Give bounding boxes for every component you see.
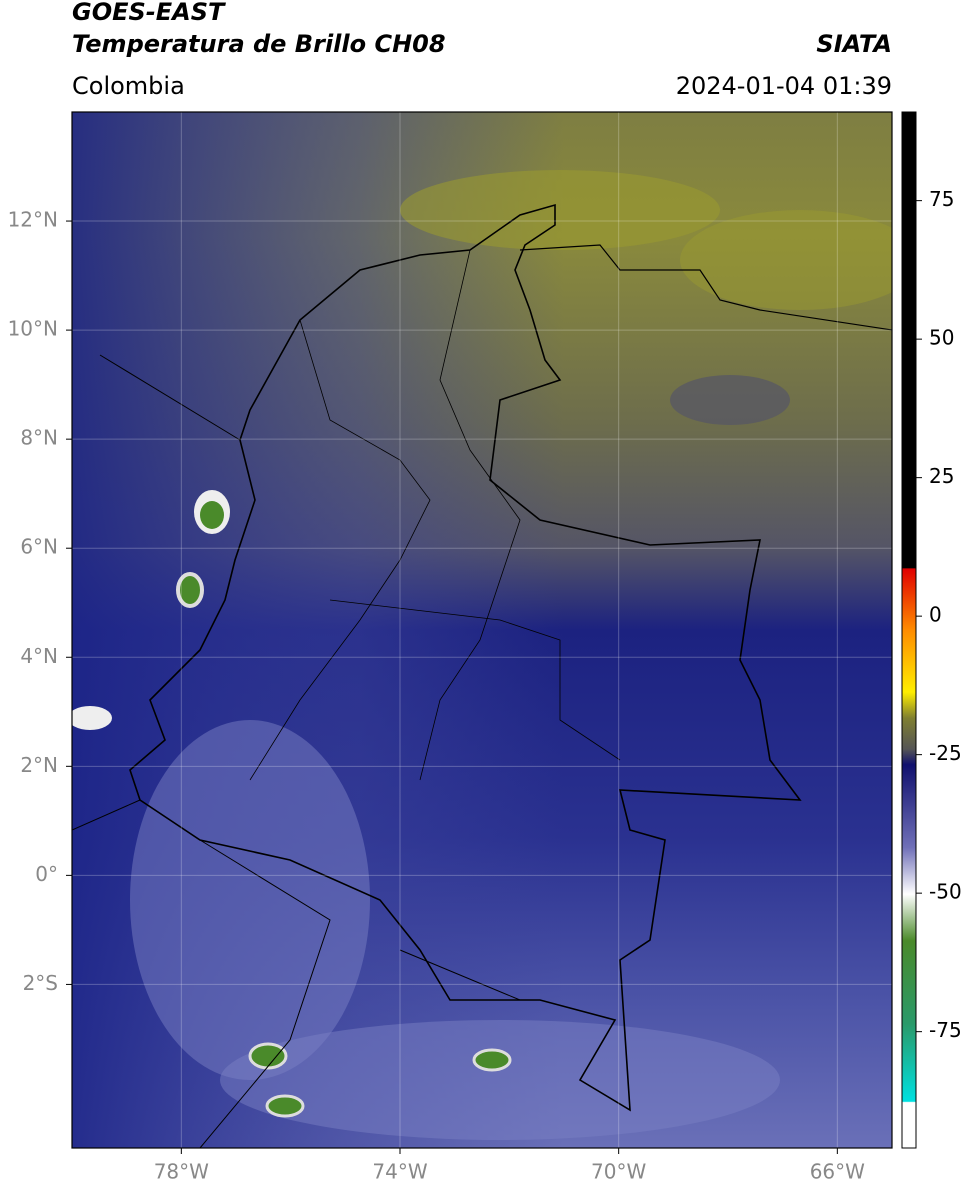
colorbar-tick-label: 50	[929, 326, 954, 350]
region: Colombia	[72, 72, 185, 100]
y-tick-label: 10°N	[8, 317, 58, 341]
x-tick-label: 74°W	[372, 1160, 427, 1184]
y-tick-label: 6°N	[20, 535, 58, 559]
colorbar-tick-label: -25	[929, 741, 962, 765]
product: Temperatura de Brillo CH08	[72, 30, 446, 58]
colorbar	[901, 111, 917, 1149]
datetime: 2024-01-04 01:39	[676, 72, 892, 100]
colorbar-tick-label: 25	[929, 464, 954, 488]
y-tick-label: 2°S	[23, 971, 58, 995]
x-tick-label: 70°W	[591, 1160, 646, 1184]
colorbar-tick-label: -75	[929, 1018, 962, 1042]
x-tick-label: 66°W	[810, 1160, 865, 1184]
satellite: GOES-EAST	[72, 0, 226, 26]
grid	[72, 112, 892, 1148]
map-image	[72, 112, 892, 1148]
y-tick-label: 8°N	[20, 426, 58, 450]
y-tick-label: 2°N	[20, 753, 58, 777]
y-tick-label: 4°N	[20, 644, 58, 668]
colorbar-tick-label: 0	[929, 603, 942, 627]
map-frame	[71, 111, 893, 1149]
y-tick-label: 0°	[35, 862, 58, 886]
x-tick-label: 78°W	[154, 1160, 209, 1184]
colorbar-tick-label: -50	[929, 880, 962, 904]
y-tick-label: 12°N	[8, 208, 58, 232]
source: SIATA	[816, 30, 892, 58]
colorbar-tick-label: 75	[929, 187, 954, 211]
